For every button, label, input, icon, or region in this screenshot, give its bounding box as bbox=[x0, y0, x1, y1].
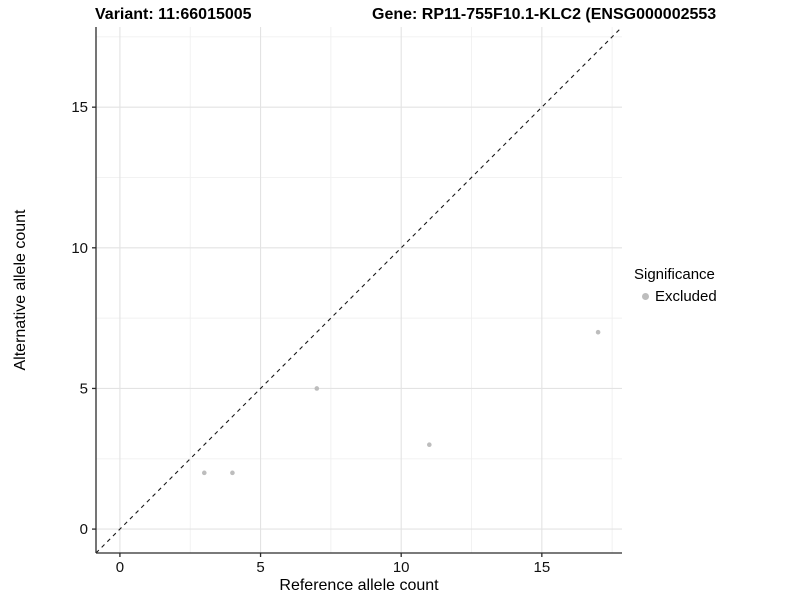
data-point bbox=[427, 442, 432, 448]
data-point bbox=[314, 386, 320, 391]
data-point bbox=[595, 329, 601, 335]
y-axis-title: Alternative allele count bbox=[12, 209, 29, 371]
x-tick-label: 5 bbox=[256, 559, 264, 576]
plot-title-gene: Gene: RP11-755F10.1-KLC2 (ENSG000002553 bbox=[372, 6, 717, 23]
plot-title-variant: Variant: 11:66015005 bbox=[95, 6, 252, 23]
x-tick-label: 0 bbox=[116, 559, 124, 576]
identity-dashed-line bbox=[95, 26, 623, 554]
x-axis-title: Reference allele count bbox=[279, 577, 439, 594]
legend-item-excluded: Excluded bbox=[634, 288, 717, 305]
x-tick-label: 15 bbox=[533, 559, 550, 576]
data-point bbox=[201, 470, 207, 476]
y-tick-label: 0 bbox=[80, 521, 88, 538]
y-tick-label: 5 bbox=[80, 380, 88, 397]
legend: Significance Excluded bbox=[634, 266, 717, 305]
legend-point-swatch-icon bbox=[642, 293, 649, 300]
legend-title: Significance bbox=[634, 266, 715, 283]
legend-item-label: Excluded bbox=[655, 288, 717, 305]
y-tick-label: 10 bbox=[71, 240, 88, 257]
y-tick-label: 15 bbox=[71, 99, 88, 116]
data-point bbox=[230, 470, 235, 476]
x-tick-label: 10 bbox=[393, 559, 410, 576]
